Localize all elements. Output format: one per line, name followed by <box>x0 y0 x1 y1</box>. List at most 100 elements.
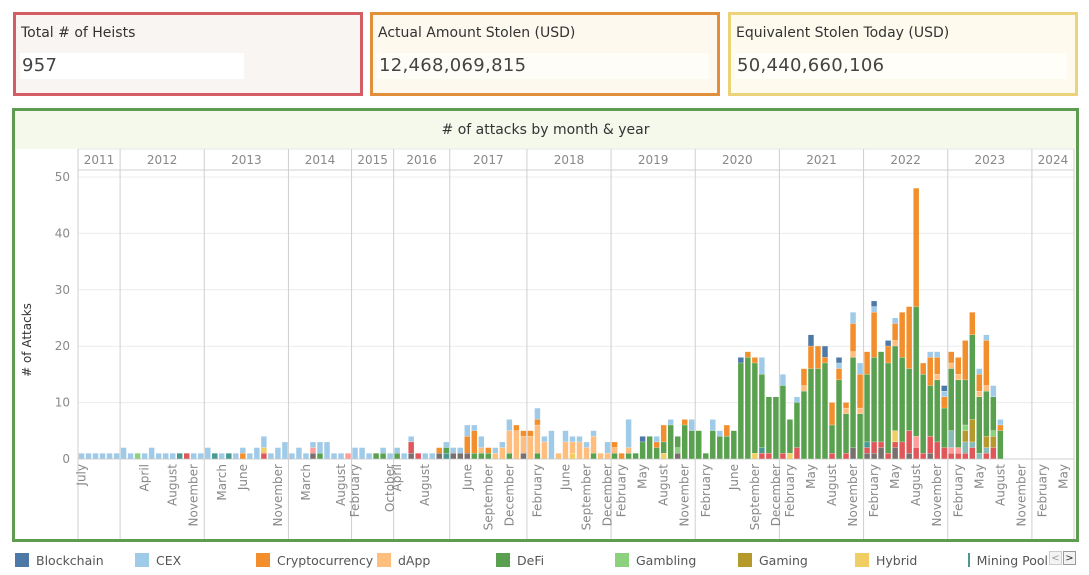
month-bar[interactable] <box>415 453 421 459</box>
month-bar[interactable] <box>506 419 513 459</box>
month-bar[interactable] <box>850 312 856 459</box>
month-bar[interactable] <box>492 447 499 459</box>
month-bar[interactable] <box>822 346 828 459</box>
month-bar[interactable] <box>625 419 632 459</box>
month-bar[interactable] <box>240 447 246 459</box>
legend-item-cex[interactable]: CEX <box>135 551 181 569</box>
month-bar[interactable] <box>885 340 891 459</box>
month-bar[interactable] <box>261 436 267 459</box>
month-bar[interactable] <box>450 447 456 459</box>
month-bar[interactable] <box>226 453 232 459</box>
legend-prev-button[interactable]: < <box>1049 551 1062 565</box>
month-bar[interactable] <box>141 453 148 459</box>
month-bar[interactable] <box>92 453 99 459</box>
month-bar[interactable] <box>864 351 870 459</box>
month-bar[interactable] <box>106 453 113 459</box>
month-bar[interactable] <box>934 351 940 459</box>
month-bar[interactable] <box>422 453 428 459</box>
month-bar[interactable] <box>190 453 197 459</box>
month-bar[interactable] <box>674 436 681 459</box>
month-bar[interactable] <box>815 346 821 459</box>
month-bar[interactable] <box>120 447 127 459</box>
month-bar[interactable] <box>457 447 464 459</box>
month-bar[interactable] <box>478 436 485 459</box>
month-bar[interactable] <box>233 453 239 459</box>
month-bar[interactable] <box>380 447 386 459</box>
month-bar[interactable] <box>366 453 372 459</box>
month-bar[interactable] <box>183 453 190 459</box>
month-bar[interactable] <box>155 453 162 459</box>
month-bar[interactable] <box>871 301 877 459</box>
month-bar[interactable] <box>836 357 842 459</box>
month-bar[interactable] <box>289 453 295 459</box>
month-bar[interactable] <box>78 453 85 459</box>
month-bar[interactable] <box>359 447 365 459</box>
legend-item-hybrid[interactable]: Hybrid <box>855 551 917 569</box>
month-bar[interactable] <box>955 357 962 459</box>
month-bar[interactable] <box>710 419 716 459</box>
month-bar[interactable] <box>962 340 969 459</box>
month-bar[interactable] <box>408 436 414 459</box>
month-bar[interactable] <box>485 447 492 459</box>
month-bar[interactable] <box>990 385 997 459</box>
month-bar[interactable] <box>134 453 141 459</box>
legend-item-mining-pool[interactable]: Mining Pool <box>968 551 1048 569</box>
month-bar[interactable] <box>611 442 618 459</box>
month-bar[interactable] <box>541 436 548 459</box>
month-bar[interactable] <box>282 442 288 459</box>
month-bar[interactable] <box>969 312 976 459</box>
legend-item-defi[interactable]: DeFi <box>496 551 544 569</box>
month-bar[interactable] <box>983 334 990 459</box>
month-bar[interactable] <box>913 188 919 459</box>
month-bar[interactable] <box>176 453 183 459</box>
month-bar[interactable] <box>534 408 541 459</box>
month-bar[interactable] <box>401 453 407 459</box>
legend-item-cryptocurrency[interactable]: Cryptocurrency <box>256 551 373 569</box>
month-bar[interactable] <box>948 351 954 459</box>
month-bar[interactable] <box>212 453 218 459</box>
month-bar[interactable] <box>338 453 344 459</box>
month-bar[interactable] <box>127 453 134 459</box>
month-bar[interactable] <box>688 419 695 459</box>
month-bar[interactable] <box>878 351 884 459</box>
month-bar[interactable] <box>976 368 983 459</box>
month-bar[interactable] <box>780 374 786 459</box>
legend-item-gaming[interactable]: Gaming <box>738 551 808 569</box>
month-bar[interactable] <box>766 396 772 459</box>
month-bar[interactable] <box>773 396 779 459</box>
month-bar[interactable] <box>296 447 302 459</box>
month-bar[interactable] <box>646 436 653 459</box>
month-bar[interactable] <box>247 453 253 459</box>
month-bar[interactable] <box>927 351 933 459</box>
month-bar[interactable] <box>443 442 449 459</box>
month-bar[interactable] <box>513 425 520 459</box>
month-bar[interactable] <box>997 419 1004 459</box>
month-bar[interactable] <box>527 430 534 459</box>
month-bar[interactable] <box>268 453 274 459</box>
month-bar[interactable] <box>681 419 688 459</box>
month-bar[interactable] <box>794 396 800 459</box>
month-bar[interactable] <box>162 453 169 459</box>
month-bar[interactable] <box>920 363 926 459</box>
legend-item-blockchain[interactable]: Blockchain <box>15 551 104 569</box>
month-bar[interactable] <box>660 425 667 459</box>
month-bar[interactable] <box>394 447 400 459</box>
month-bar[interactable] <box>562 430 569 459</box>
month-bar[interactable] <box>303 453 309 459</box>
month-bar[interactable] <box>205 447 211 459</box>
month-bar[interactable] <box>317 442 323 459</box>
month-bar[interactable] <box>717 430 723 459</box>
month-bar[interactable] <box>520 430 527 459</box>
month-bar[interactable] <box>387 453 393 459</box>
month-bar[interactable] <box>169 453 176 459</box>
month-bar[interactable] <box>604 442 611 459</box>
month-bar[interactable] <box>801 368 807 459</box>
month-bar[interactable] <box>99 453 106 459</box>
month-bar[interactable] <box>639 436 646 459</box>
month-bar[interactable] <box>941 385 947 459</box>
month-bar[interactable] <box>555 453 562 459</box>
month-bar[interactable] <box>464 425 471 459</box>
month-bar[interactable] <box>745 351 751 459</box>
month-bar[interactable] <box>843 402 849 459</box>
month-bar[interactable] <box>759 357 765 459</box>
